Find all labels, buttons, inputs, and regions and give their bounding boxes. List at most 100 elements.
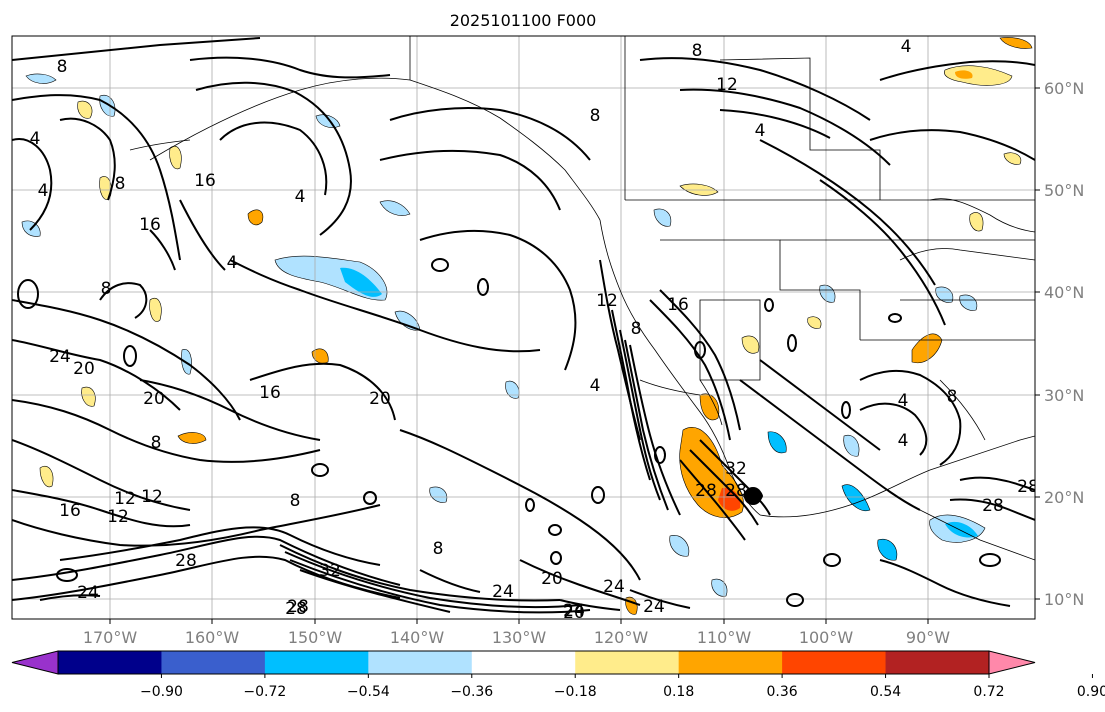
contour-label: 8 [692, 41, 703, 61]
light-blue-region [653, 208, 672, 227]
contour-label: 8 [433, 539, 444, 559]
contour-label: 28 [285, 599, 307, 619]
contour-label: 24 [643, 597, 665, 617]
light-blue-region [505, 380, 520, 399]
colorbar-tick-label: −0.90 [140, 684, 183, 700]
colorbar-tick-label: 0.90 [1077, 684, 1105, 700]
blue-region [945, 521, 978, 538]
colorbar-tick-label: −0.18 [554, 684, 597, 700]
light-blue-region [959, 294, 978, 311]
colorbar-extend-low [11, 650, 59, 675]
contour-label: 28 [1017, 477, 1039, 497]
contour-label: 12 [141, 487, 163, 507]
light-blue-region [25, 73, 57, 84]
contour-label: 20 [73, 359, 95, 379]
lon-tick-label: 100°W [799, 628, 854, 647]
contour-label: 24 [49, 347, 71, 367]
contour-label: 4 [898, 431, 909, 451]
lon-tick-label: 150°W [288, 628, 343, 647]
light-blue-region [429, 486, 448, 503]
light-blue-region [877, 538, 898, 561]
lon-tick-label: 160°W [185, 628, 240, 647]
colorbar-tick-label: 0.72 [973, 684, 1004, 700]
contour-label: 4 [30, 129, 41, 149]
contour-label: 12 [107, 507, 129, 527]
colorbar-segment [782, 651, 887, 674]
contour-label: 8 [631, 319, 642, 339]
light-blue-region [841, 484, 871, 512]
contour-label: 32 [319, 561, 341, 581]
colorbar-segment [58, 651, 162, 674]
colorbar-segment [678, 651, 783, 674]
colorbar-segment [471, 651, 576, 674]
contour-label: 16 [194, 171, 216, 191]
map-title: 2025101100 F000 [450, 11, 597, 30]
contour-label: 8 [115, 174, 126, 194]
contour-label: 24 [492, 582, 514, 602]
orange-region [311, 348, 329, 364]
contour-label: 8 [151, 433, 162, 453]
contour-label: 4 [901, 37, 912, 57]
colorbar-tick-label: 0.18 [663, 684, 694, 700]
contour-label: 28 [175, 551, 197, 571]
colorbar-segment [575, 651, 680, 674]
yellow-region [169, 146, 182, 170]
contour-lines [12, 37, 1035, 614]
contour-label: 8 [290, 491, 301, 511]
contour-label: 20 [369, 389, 391, 409]
contour-label: 12 [716, 75, 738, 95]
yellow-region [807, 316, 822, 329]
contour-label: 4 [227, 253, 238, 273]
light-blue-region [767, 431, 787, 454]
contour-label: 28 [287, 597, 309, 617]
light-blue-region [669, 535, 690, 557]
storm-center-marker [744, 487, 762, 505]
orange-region [955, 70, 973, 79]
colorbar-segment [885, 651, 990, 674]
lon-tick-label: 110°W [697, 628, 752, 647]
contour-label: 4 [590, 376, 601, 396]
contour-label: 20 [563, 603, 585, 623]
colorbar-segment [264, 651, 369, 674]
colorbar-frame [57, 650, 990, 675]
contour-label: 8 [947, 387, 958, 407]
graticule [12, 36, 1035, 619]
colorbar-segment [368, 651, 473, 674]
light-blue-region [843, 434, 860, 457]
contour-label: 4 [38, 181, 49, 201]
longitude-tick-labels: 170°W 160°W 150°W 140°W 130°W 120°W 110°W 100°W… [83, 619, 950, 647]
contour-label: 4 [755, 121, 766, 141]
light-blue-region [819, 284, 836, 303]
contour-label: 24 [563, 601, 585, 621]
contour-label: 8 [590, 106, 601, 126]
colorbar-tick-label: −0.36 [450, 684, 493, 700]
lat-tick-label: 10°N [1044, 590, 1084, 609]
lon-tick-label: 90°W [906, 628, 950, 647]
contour-label: 12 [114, 489, 136, 509]
yellow-region [1003, 152, 1022, 165]
lat-tick-label: 20°N [1044, 488, 1084, 507]
contour-label: 16 [667, 295, 689, 315]
colorbar-tick-label: 0.36 [767, 684, 798, 700]
lat-tick-label: 30°N [1044, 386, 1084, 405]
contour-label: 16 [259, 383, 281, 403]
contour-label: 12 [596, 291, 618, 311]
contour-label: 32 [725, 459, 747, 479]
colorbar-tick-label: −0.54 [347, 684, 390, 700]
lon-tick-label: 140°W [390, 628, 445, 647]
contour-label: 16 [59, 501, 81, 521]
contour-label: 28 [725, 481, 747, 501]
orange-region [177, 432, 207, 444]
light-blue-region [379, 200, 411, 216]
light-blue-region [711, 578, 728, 597]
yellow-region [77, 100, 93, 119]
light-blue-region [935, 286, 954, 303]
yellow-region [39, 466, 54, 488]
lon-tick-label: 120°W [594, 628, 649, 647]
colorbar-tick-label: −0.72 [243, 684, 286, 700]
blue-region [340, 267, 382, 297]
small-contour-rings [17, 258, 1001, 607]
